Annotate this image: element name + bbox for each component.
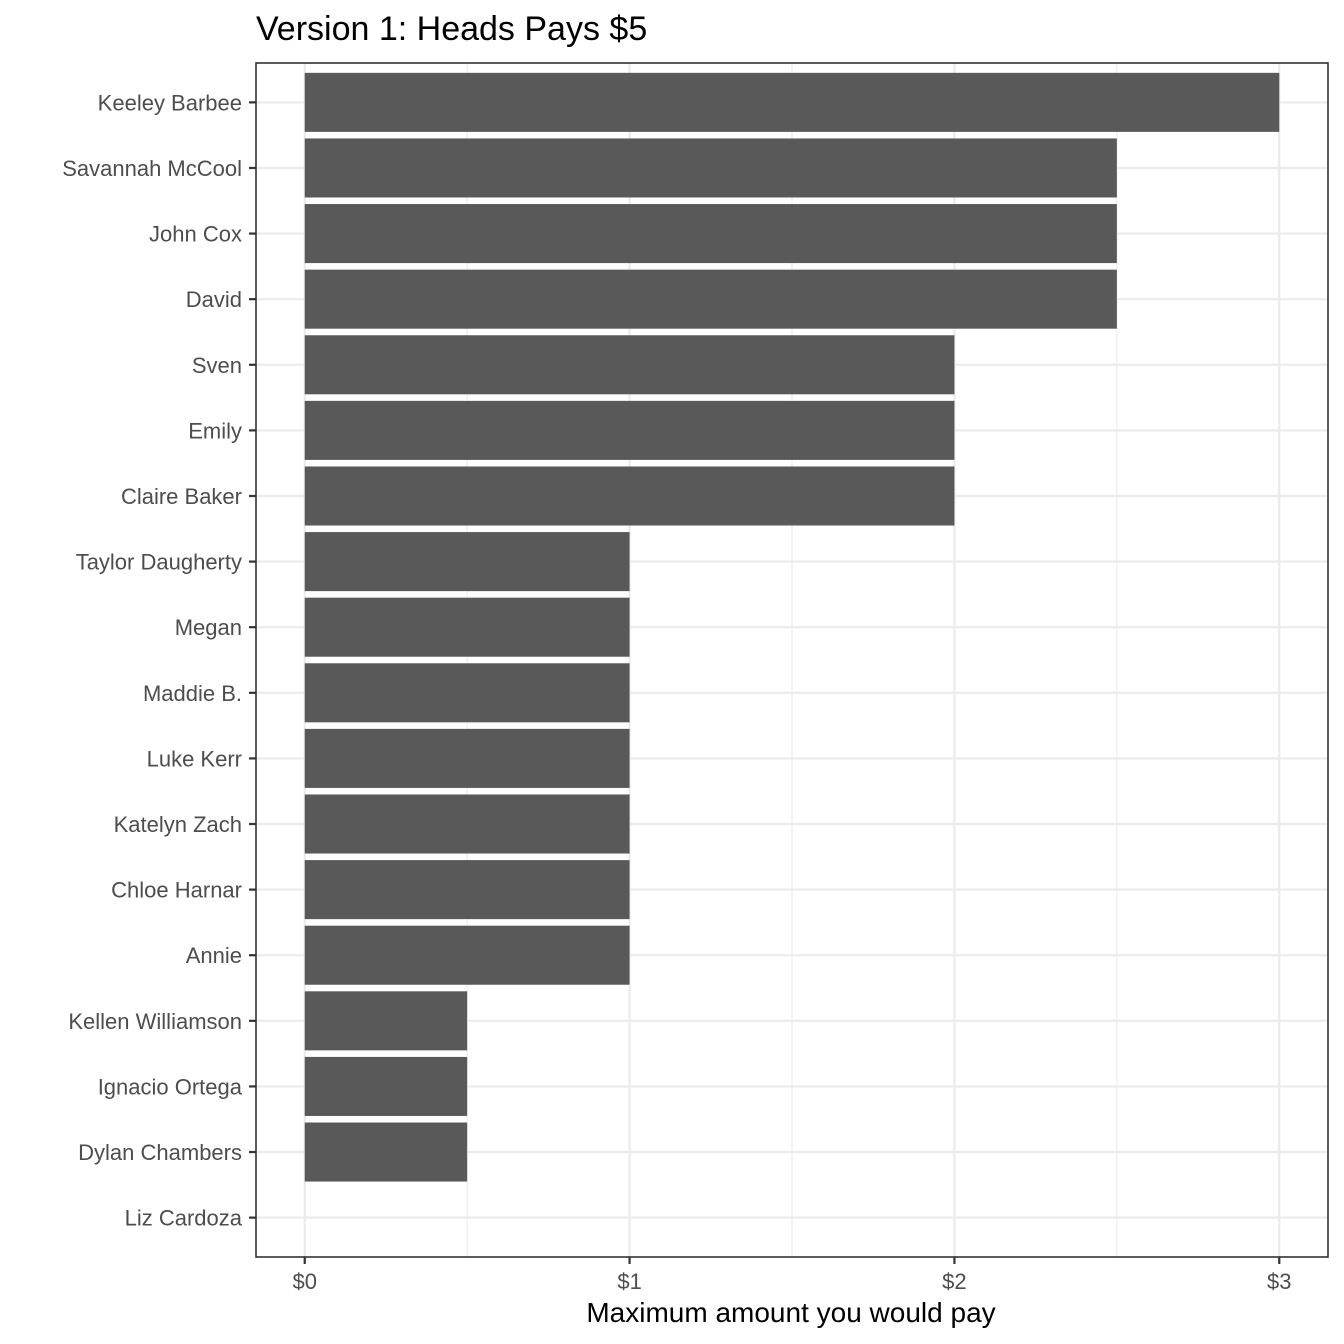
x-tick-label: $0	[292, 1269, 316, 1294]
x-tick-label: $1	[617, 1269, 641, 1294]
bars	[304, 72, 1280, 1182]
y-tick-label: Megan	[175, 615, 242, 640]
y-tick-label: Sven	[192, 353, 242, 378]
bar	[304, 138, 1117, 198]
y-tick-label: Savannah McCool	[62, 156, 242, 181]
bar	[304, 1122, 468, 1182]
x-axis-title: Maximum amount you would pay	[586, 1297, 995, 1328]
bar	[304, 532, 630, 592]
y-tick-label: Keeley Barbee	[98, 90, 242, 115]
y-tick-label: Katelyn Zach	[114, 812, 242, 837]
y-tick-label: John Cox	[149, 222, 242, 247]
bar	[304, 991, 468, 1051]
y-tick-label: Taylor Daugherty	[76, 550, 242, 575]
bar	[304, 925, 630, 985]
bar	[304, 400, 955, 460]
bar	[304, 466, 955, 526]
x-axis: $0 $1 $2 $3	[292, 1257, 1292, 1294]
bar	[304, 860, 630, 920]
y-tick-label: Ignacio Ortega	[98, 1074, 243, 1099]
bar	[304, 269, 1117, 329]
y-tick-label: Claire Baker	[121, 484, 242, 509]
y-tick-label: Maddie B.	[143, 681, 242, 706]
x-tick-label: $2	[942, 1269, 966, 1294]
y-tick-label: Emily	[188, 418, 242, 443]
bar	[304, 794, 630, 854]
y-tick-label: Annie	[186, 943, 242, 968]
bar	[304, 728, 630, 788]
bar	[304, 1056, 468, 1116]
bar	[304, 597, 630, 657]
bar	[304, 204, 1117, 264]
y-tick-label: Kellen Williamson	[68, 1009, 242, 1034]
y-tick-label: Luke Kerr	[147, 746, 242, 771]
panel-border	[255, 62, 1329, 1258]
y-axis: Keeley Barbee Savannah McCool John Cox Davi…	[62, 90, 256, 1231]
y-tick-label: David	[186, 287, 242, 312]
chart-title: Version 1: Heads Pays $5	[256, 10, 647, 48]
bar	[304, 335, 955, 395]
bar	[304, 663, 630, 723]
y-tick-label: Liz Cardoza	[125, 1206, 243, 1231]
bar	[304, 72, 1280, 132]
y-tick-label: Chloe Harnar	[111, 878, 242, 903]
y-tick-label: Dylan Chambers	[78, 1140, 242, 1165]
x-tick-label: $3	[1267, 1269, 1291, 1294]
